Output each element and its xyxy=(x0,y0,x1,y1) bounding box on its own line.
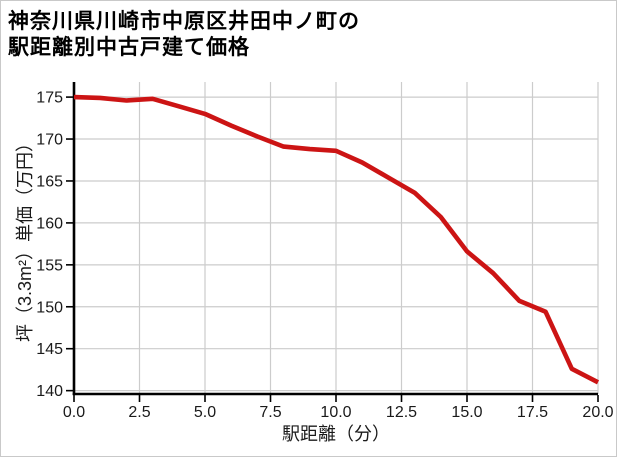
chart-title-line2: 駅距離別中古戸建て価格 xyxy=(8,36,250,59)
x-tick-label: 10.0 xyxy=(320,404,351,421)
y-tick-label: 140 xyxy=(36,383,63,400)
x-tick-label: 15.0 xyxy=(451,404,482,421)
y-tick-label: 155 xyxy=(36,257,63,274)
y-axis-label: 坪（3.3m²）単価（万円） xyxy=(15,134,35,342)
y-tick-label: 145 xyxy=(36,341,63,358)
x-tick-label: 2.5 xyxy=(128,404,150,421)
y-tick-label: 160 xyxy=(36,215,63,232)
x-tick-label: 0.0 xyxy=(63,404,85,421)
y-tick-label: 170 xyxy=(36,132,63,149)
y-tick-label: 150 xyxy=(36,299,63,316)
chart-frame xyxy=(0,0,617,457)
x-tick-label: 12.5 xyxy=(386,404,417,421)
y-tick-label: 165 xyxy=(36,173,63,190)
x-tick-label: 7.5 xyxy=(259,404,281,421)
x-axis-label: 駅距離（分） xyxy=(282,424,390,444)
x-tick-label: 20.0 xyxy=(582,404,613,421)
chart-title: 神奈川県川崎市中原区井田中ノ町の 駅距離別中古戸建て価格 xyxy=(8,9,360,61)
x-tick-label: 5.0 xyxy=(194,404,216,421)
chart-title-line1: 神奈川県川崎市中原区井田中ノ町の xyxy=(8,10,360,33)
y-tick-label: 175 xyxy=(36,90,63,107)
price-line-series xyxy=(73,94,600,385)
x-tick-label: 17.5 xyxy=(517,404,548,421)
